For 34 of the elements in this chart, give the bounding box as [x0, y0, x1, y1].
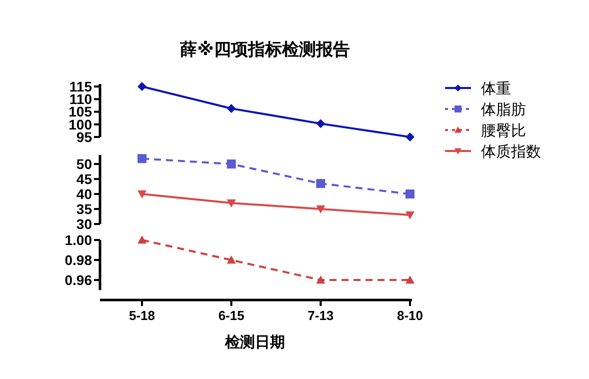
- point: [406, 276, 414, 284]
- point: [316, 205, 326, 214]
- y-tick-label: 1.00: [64, 232, 92, 248]
- y-tick-label: 0.96: [64, 272, 92, 288]
- point: [316, 119, 326, 128]
- chart-title: 薛※四项指标检测报告: [179, 40, 350, 59]
- point: [226, 160, 236, 168]
- point: [138, 190, 146, 198]
- x-tick-label: 7-13: [308, 308, 334, 323]
- legend-label: 体脂肪: [481, 101, 526, 118]
- point: [138, 236, 146, 244]
- y-tick-label: 50: [76, 156, 92, 172]
- point: [406, 211, 414, 220]
- x-tick-label: 5-18: [128, 308, 156, 323]
- point: [138, 154, 146, 164]
- x-tick-label: 6-15: [218, 308, 244, 323]
- legend-label: 体重: [481, 80, 511, 98]
- x-tick-label: 8-10: [396, 308, 424, 323]
- point: [316, 276, 326, 284]
- point: [406, 132, 414, 142]
- x-axis-title: 检测日期: [224, 334, 285, 351]
- point: [226, 199, 236, 208]
- point: [226, 104, 236, 113]
- legend-label: 腰臀比: [481, 122, 526, 140]
- y-tick-label: 30: [76, 216, 92, 232]
- point: [316, 179, 326, 188]
- y-tick-label: 35: [76, 200, 92, 217]
- y-tick-label: 0.98: [64, 252, 92, 268]
- legend-label: 体质指数: [481, 143, 541, 160]
- point: [138, 82, 146, 92]
- point: [406, 190, 414, 198]
- y-tick-label: 40: [76, 186, 92, 202]
- point: [226, 256, 236, 264]
- y-tick-label: 45: [76, 170, 92, 187]
